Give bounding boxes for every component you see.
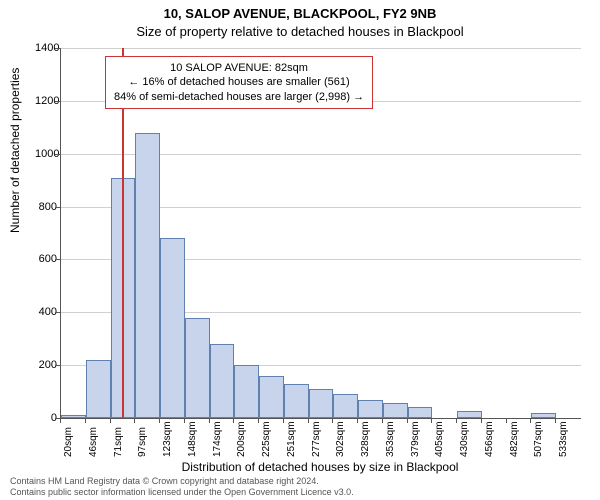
y-tick-mark bbox=[55, 154, 60, 155]
y-tick-label: 400 bbox=[35, 306, 57, 318]
x-tick-mark bbox=[431, 418, 432, 423]
histogram-bar bbox=[333, 394, 358, 418]
x-tick-mark bbox=[159, 418, 160, 423]
x-tick-mark bbox=[60, 418, 61, 423]
x-tick-label: 200sqm bbox=[236, 421, 247, 457]
histogram-bar bbox=[259, 376, 284, 418]
annotation-line2: ← 16% of detached houses are smaller (56… bbox=[114, 75, 364, 89]
histogram-bar bbox=[309, 389, 334, 418]
histogram-bar bbox=[358, 400, 383, 419]
x-tick-mark bbox=[134, 418, 135, 423]
x-tick-mark bbox=[382, 418, 383, 423]
x-tick-label: 507sqm bbox=[533, 421, 544, 457]
y-tick-mark bbox=[55, 48, 60, 49]
histogram-bar bbox=[185, 318, 210, 418]
x-tick-label: 71sqm bbox=[113, 427, 124, 457]
y-tick-mark bbox=[55, 101, 60, 102]
grid-line bbox=[61, 48, 581, 49]
histogram-bar bbox=[160, 238, 185, 418]
x-tick-mark bbox=[184, 418, 185, 423]
chart-subtitle: Size of property relative to detached ho… bbox=[0, 24, 600, 39]
x-tick-mark bbox=[407, 418, 408, 423]
histogram-bar bbox=[383, 403, 408, 418]
x-axis-label: Distribution of detached houses by size … bbox=[60, 460, 580, 474]
x-tick-mark bbox=[233, 418, 234, 423]
x-tick-label: 456sqm bbox=[484, 421, 495, 457]
y-tick-mark bbox=[55, 207, 60, 208]
x-tick-label: 379sqm bbox=[410, 421, 421, 457]
x-tick-label: 97sqm bbox=[137, 427, 148, 457]
chart-title: 10, SALOP AVENUE, BLACKPOOL, FY2 9NB bbox=[0, 6, 600, 21]
x-tick-mark bbox=[85, 418, 86, 423]
histogram-bar bbox=[86, 360, 111, 418]
y-tick-mark bbox=[55, 312, 60, 313]
annotation-box: 10 SALOP AVENUE: 82sqm ← 16% of detached… bbox=[105, 56, 373, 109]
y-tick-mark bbox=[55, 259, 60, 260]
annotation-line1: 10 SALOP AVENUE: 82sqm bbox=[114, 61, 364, 75]
histogram-bar bbox=[210, 344, 235, 418]
x-tick-mark bbox=[283, 418, 284, 423]
x-tick-label: 533sqm bbox=[558, 421, 569, 457]
x-tick-mark bbox=[555, 418, 556, 423]
y-tick-mark bbox=[55, 365, 60, 366]
x-tick-label: 430sqm bbox=[459, 421, 470, 457]
x-tick-mark bbox=[110, 418, 111, 423]
histogram-bar bbox=[61, 415, 86, 418]
x-tick-mark bbox=[456, 418, 457, 423]
y-tick-label: 0 bbox=[35, 412, 57, 424]
y-axis-label: Number of detached properties bbox=[8, 68, 22, 233]
histogram-bar bbox=[135, 133, 160, 418]
y-tick-label: 800 bbox=[35, 201, 57, 213]
y-tick-label: 1000 bbox=[35, 148, 57, 160]
histogram-bar bbox=[457, 411, 482, 418]
footer: Contains HM Land Registry data © Crown c… bbox=[10, 476, 354, 498]
y-tick-label: 1200 bbox=[35, 95, 57, 107]
x-tick-mark bbox=[506, 418, 507, 423]
y-tick-label: 200 bbox=[35, 359, 57, 371]
x-tick-label: 20sqm bbox=[63, 427, 74, 457]
histogram-bar bbox=[234, 365, 259, 418]
histogram-bar bbox=[408, 407, 433, 418]
footer-line1: Contains HM Land Registry data © Crown c… bbox=[10, 476, 354, 487]
y-tick-label: 1400 bbox=[35, 42, 57, 54]
x-tick-mark bbox=[530, 418, 531, 423]
x-tick-mark bbox=[308, 418, 309, 423]
x-tick-label: 46sqm bbox=[88, 427, 99, 457]
x-tick-label: 123sqm bbox=[162, 421, 173, 457]
x-tick-label: 148sqm bbox=[187, 421, 198, 457]
x-tick-label: 225sqm bbox=[261, 421, 272, 457]
x-tick-mark bbox=[209, 418, 210, 423]
x-tick-label: 302sqm bbox=[335, 421, 346, 457]
x-tick-label: 353sqm bbox=[385, 421, 396, 457]
histogram-bar bbox=[284, 384, 309, 418]
y-tick-label: 600 bbox=[35, 253, 57, 265]
x-tick-mark bbox=[332, 418, 333, 423]
x-tick-label: 482sqm bbox=[509, 421, 520, 457]
x-tick-label: 174sqm bbox=[212, 421, 223, 457]
x-tick-mark bbox=[481, 418, 482, 423]
x-tick-mark bbox=[357, 418, 358, 423]
x-tick-label: 277sqm bbox=[311, 421, 322, 457]
x-tick-label: 328sqm bbox=[360, 421, 371, 457]
x-tick-label: 251sqm bbox=[286, 421, 297, 457]
annotation-line3: 84% of semi-detached houses are larger (… bbox=[114, 90, 364, 104]
footer-line2: Contains public sector information licen… bbox=[10, 487, 354, 498]
x-tick-mark bbox=[258, 418, 259, 423]
histogram-bar bbox=[531, 413, 556, 418]
x-tick-label: 405sqm bbox=[434, 421, 445, 457]
